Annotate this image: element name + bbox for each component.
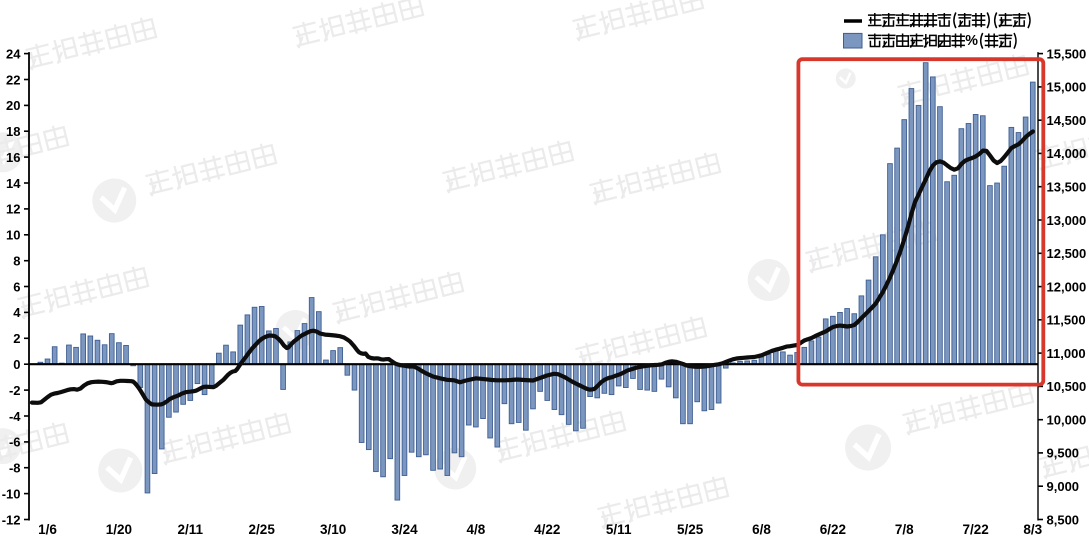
- svg-text:2/11: 2/11: [178, 522, 204, 537]
- svg-text:12,000: 12,000: [1047, 279, 1087, 294]
- svg-text:10,000: 10,000: [1047, 413, 1087, 428]
- svg-text:0: 0: [13, 357, 20, 372]
- svg-text:4/8: 4/8: [467, 522, 486, 537]
- svg-text:-2: -2: [9, 383, 21, 398]
- svg-text:8/3: 8/3: [1023, 522, 1042, 537]
- svg-text:10: 10: [6, 228, 20, 243]
- svg-text:14: 14: [6, 176, 21, 191]
- svg-text:11,000: 11,000: [1047, 346, 1086, 361]
- svg-text:4: 4: [13, 305, 21, 320]
- svg-text:-4: -4: [9, 409, 21, 424]
- svg-text:6: 6: [13, 279, 20, 294]
- svg-text:24: 24: [6, 46, 21, 61]
- svg-text:5/11: 5/11: [606, 522, 632, 537]
- svg-text:14,000: 14,000: [1047, 146, 1087, 161]
- svg-text:7/22: 7/22: [962, 522, 988, 537]
- svg-text:1/20: 1/20: [106, 522, 132, 537]
- svg-text:20: 20: [6, 98, 20, 113]
- svg-text:%: %: [965, 33, 978, 49]
- svg-text:13,500: 13,500: [1047, 180, 1087, 195]
- svg-text:8,500: 8,500: [1047, 512, 1080, 527]
- svg-text:2: 2: [13, 331, 20, 346]
- svg-text:1/6: 1/6: [38, 522, 57, 537]
- svg-text:5/25: 5/25: [677, 522, 704, 537]
- svg-text:9,000: 9,000: [1047, 479, 1080, 494]
- svg-text:3/24: 3/24: [391, 522, 418, 537]
- svg-text:-6: -6: [9, 435, 21, 450]
- svg-text:14,500: 14,500: [1047, 113, 1087, 128]
- svg-text:16: 16: [6, 150, 20, 165]
- svg-text:-10: -10: [2, 486, 21, 501]
- svg-text:15,500: 15,500: [1047, 46, 1087, 61]
- svg-text:12,500: 12,500: [1047, 246, 1087, 261]
- svg-text:6/22: 6/22: [820, 522, 846, 537]
- svg-text:10,500: 10,500: [1047, 379, 1087, 394]
- svg-text:13,000: 13,000: [1047, 213, 1087, 228]
- svg-text:22: 22: [6, 72, 20, 87]
- svg-text:6/8: 6/8: [752, 522, 771, 537]
- svg-text:3/10: 3/10: [320, 522, 346, 537]
- svg-text:12: 12: [6, 202, 20, 217]
- svg-text:9,500: 9,500: [1047, 446, 1080, 461]
- svg-text:18: 18: [6, 124, 20, 139]
- svg-text:2/25: 2/25: [249, 522, 276, 537]
- svg-text:-12: -12: [2, 512, 21, 527]
- svg-text:11,500: 11,500: [1047, 313, 1086, 328]
- svg-text:4/22: 4/22: [534, 522, 560, 537]
- svg-text:7/8: 7/8: [895, 522, 914, 537]
- svg-text:-8: -8: [9, 461, 21, 476]
- svg-text:8: 8: [13, 254, 20, 269]
- svg-text:15,000: 15,000: [1047, 80, 1087, 95]
